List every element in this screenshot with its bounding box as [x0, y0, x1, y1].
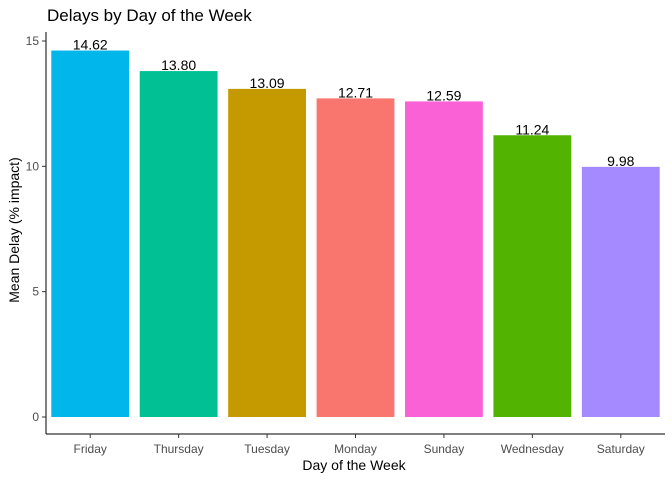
y-tick-label: 15: [26, 34, 40, 48]
data-label-sunday: 12.59: [426, 87, 461, 103]
x-tick-label-friday: Friday: [74, 442, 107, 456]
x-tick-label-thursday: Thursday: [154, 442, 204, 456]
bar-wednesday: [493, 135, 572, 417]
bars-group: [51, 50, 660, 418]
y-axis-title: Mean Delay (% impact): [6, 157, 22, 303]
x-tick-label-tuesday: Tuesday: [244, 442, 290, 456]
data-label-friday: 14.62: [73, 37, 108, 53]
x-tick-label-saturday: Saturday: [597, 442, 645, 456]
bar-monday: [316, 98, 395, 418]
data-label-monday: 12.71: [338, 84, 373, 100]
data-label-thursday: 13.80: [161, 57, 196, 73]
x-tick-label-monday: Monday: [334, 442, 377, 456]
data-label-wednesday: 11.24: [515, 121, 549, 137]
data-labels-group: 14.62 13.80 13.09 12.71 12.59 11.24 9.98: [73, 37, 635, 169]
x-tick-label-sunday: Sunday: [424, 442, 465, 456]
y-tick-label: 5: [32, 285, 39, 299]
data-label-saturday: 9.98: [607, 153, 634, 169]
x-axis-title: Day of the Week: [302, 457, 406, 473]
data-label-tuesday: 13.09: [250, 75, 285, 91]
y-axis-ticks: 0 5 10 15: [26, 34, 46, 424]
chart-title: Delays by Day of the Week: [47, 6, 252, 25]
x-tick-label-wednesday: Wednesday: [501, 442, 564, 456]
bar-tuesday: [228, 88, 306, 418]
bar-thursday: [139, 71, 218, 417]
y-tick-label: 10: [26, 159, 40, 173]
bar-friday: [51, 50, 130, 418]
bar-sunday: [405, 101, 483, 417]
y-tick-label: 0: [32, 410, 39, 424]
x-axis-ticks: Friday Thursday Tuesday Monday Sunday Wednesd…: [74, 434, 645, 456]
bar-saturday: [581, 166, 660, 417]
